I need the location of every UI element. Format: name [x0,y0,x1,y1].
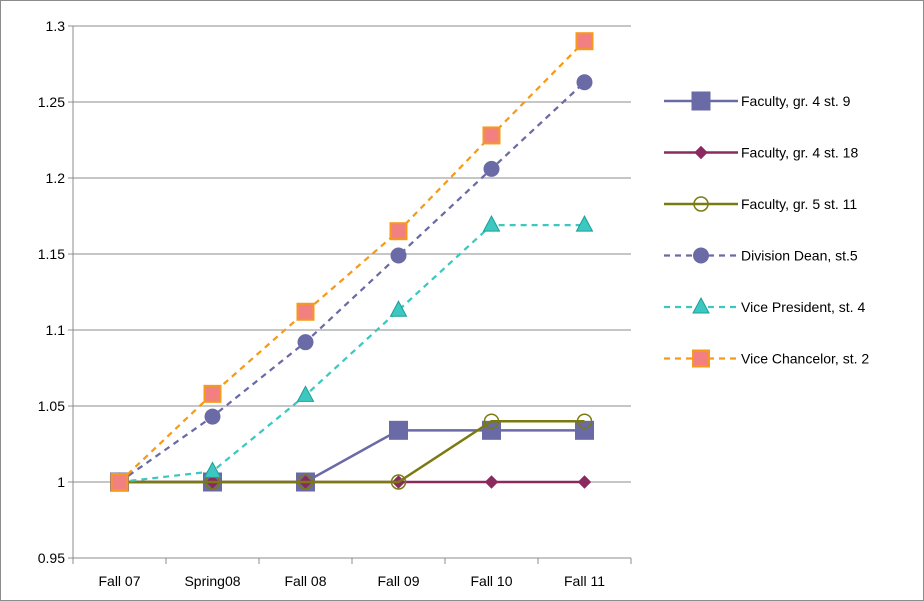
y-tick-label: 0.95 [38,550,65,566]
x-tick-label: Spring08 [184,573,240,589]
data-point [389,222,408,241]
data-point [297,334,314,351]
data-point [390,474,407,490]
data-point [576,74,593,91]
data-point [203,384,222,403]
series-5 [110,215,594,489]
legend-label: Vice Chancelor, st. 2 [741,351,869,367]
data-point [483,413,500,429]
legend-label: Division Dean, st.5 [741,248,858,264]
data-point [575,215,594,232]
data-point [110,473,129,491]
series-line [118,81,586,483]
y-tick-label: 1 [57,474,65,490]
series-line [119,223,585,484]
legend-marker [692,349,710,368]
legend-marker [694,145,708,160]
legend-marker [693,196,709,212]
x-tick-label: Fall 10 [470,573,512,589]
legend-marker [692,296,710,314]
legend-label: Faculty, gr. 4 st. 18 [741,145,858,161]
series-1 [110,420,594,492]
series-6 [110,32,594,491]
y-tick-label: 1.25 [38,94,65,110]
data-point [484,475,499,489]
data-point [390,247,407,264]
x-tick-label: Fall 07 [98,573,140,589]
y-tick-label: 1.15 [38,246,65,262]
data-point [204,408,221,425]
series-line [119,419,585,484]
legend-item: Faculty, gr. 4 st. 9 [664,91,851,111]
data-point [482,126,501,145]
y-tick-label: 1.05 [38,398,65,414]
series-line [118,40,586,483]
x-tick-label: Fall 11 [564,573,605,589]
legend-label: Vice President, st. 4 [741,299,865,315]
legend-item: Vice Chancelor, st. 2 [664,349,869,368]
data-point [482,215,501,232]
x-tick-label: Fall 08 [284,573,326,589]
legend-marker [693,247,709,264]
data-point [575,32,594,51]
series-4 [111,74,593,490]
legend-item: Division Dean, st.5 [664,247,858,264]
data-point [203,461,222,478]
legend-item: Faculty, gr. 4 st. 18 [664,145,858,161]
data-point [577,475,592,489]
series-3 [111,413,593,490]
data-point [576,413,593,429]
data-point [389,420,408,440]
legend-marker [691,91,711,111]
data-point [296,302,315,321]
legend-item: Faculty, gr. 5 st. 11 [664,196,857,212]
y-tick-label: 1.2 [46,170,66,186]
legend-label: Faculty, gr. 5 st. 11 [741,196,857,212]
data-point [296,385,315,402]
y-tick-label: 1.3 [46,18,66,34]
y-tick-label: 1.1 [46,322,66,338]
data-point [297,474,314,490]
legend-label: Faculty, gr. 4 st. 9 [741,93,851,109]
legend-item: Vice President, st. 4 [664,296,865,315]
data-point [483,160,500,177]
x-tick-label: Fall 09 [377,573,419,589]
data-point [389,300,408,317]
